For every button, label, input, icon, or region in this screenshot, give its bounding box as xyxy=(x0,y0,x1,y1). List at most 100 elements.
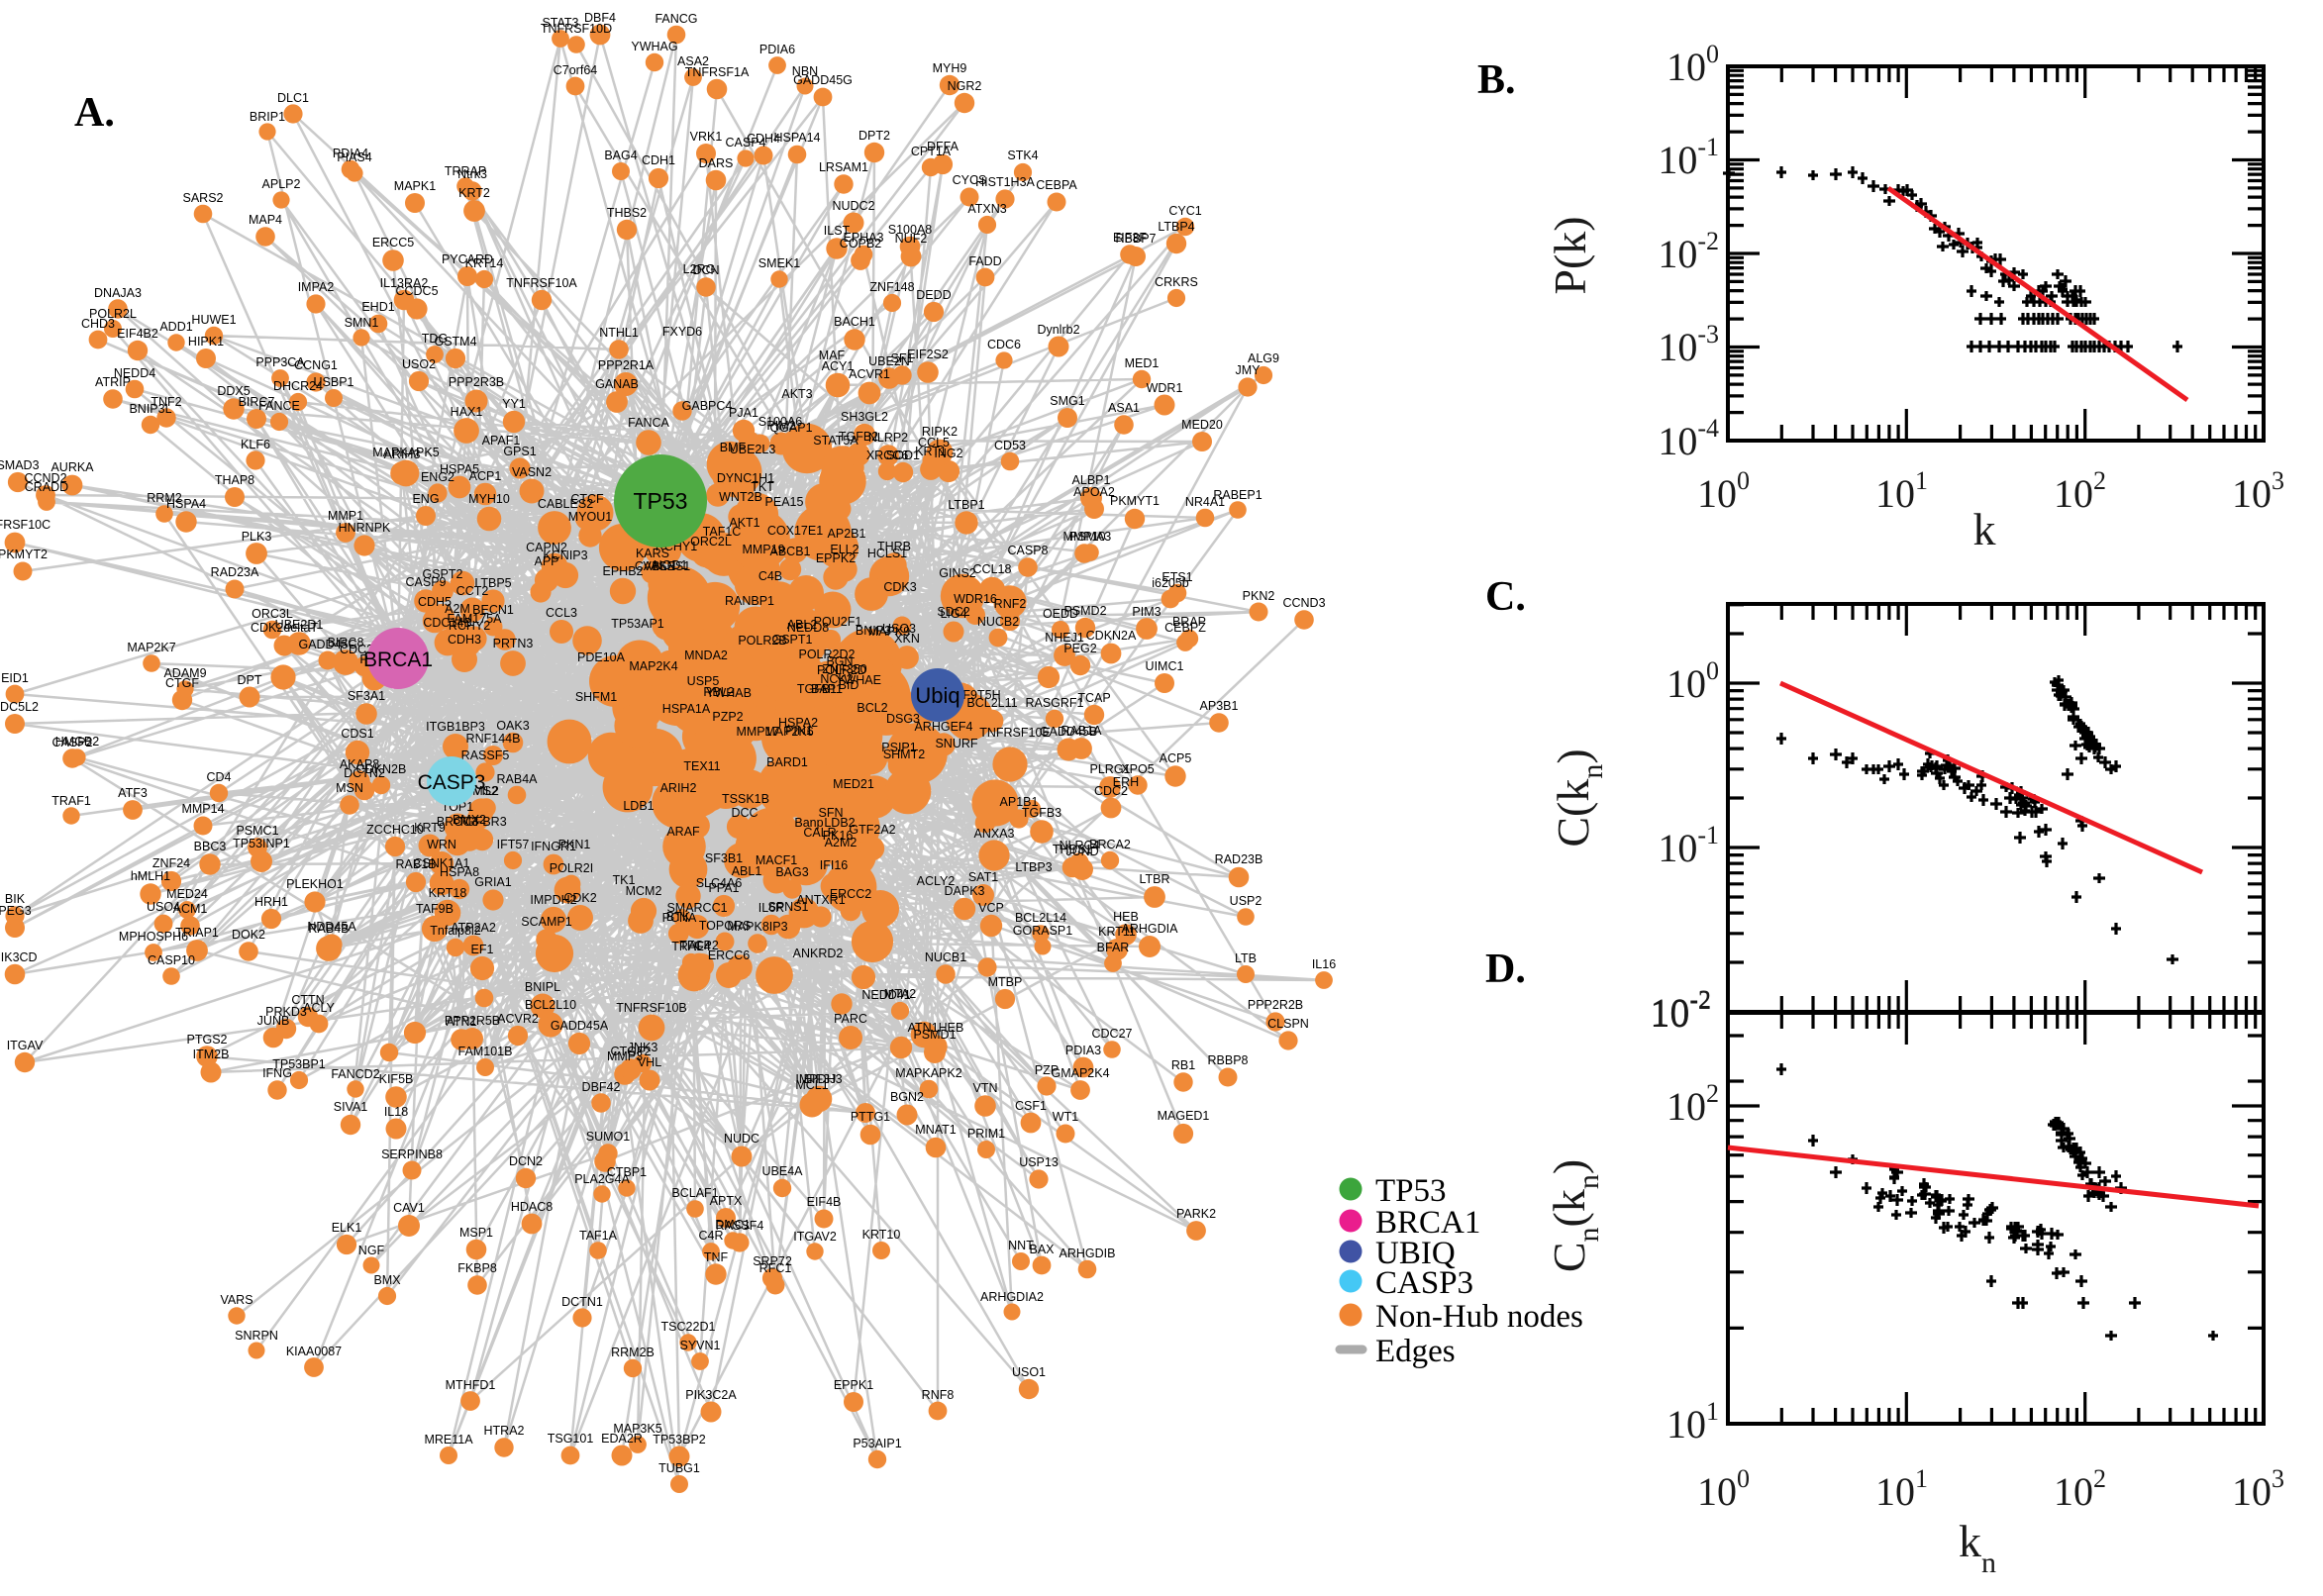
svg-text:BCL2L11: BCL2L11 xyxy=(966,696,1017,710)
svg-text:CDK2deltaT: CDK2deltaT xyxy=(251,621,318,635)
svg-text:DYNC1H1: DYNC1H1 xyxy=(717,471,774,485)
svg-text:ARHGDIA2: ARHGDIA2 xyxy=(980,1290,1044,1304)
svg-text:POU2F1: POU2F1 xyxy=(814,615,862,629)
svg-text:RNF2: RNF2 xyxy=(994,597,1027,611)
svg-text:ABL1: ABL1 xyxy=(732,864,762,878)
svg-text:TGFB2: TGFB2 xyxy=(839,430,878,444)
svg-text:TNFRSF10B: TNFRSF10B xyxy=(616,1001,687,1015)
svg-text:GRIA1: GRIA1 xyxy=(474,875,512,889)
svg-text:ACVR2: ACVR2 xyxy=(497,1012,539,1026)
svg-text:FANCD2: FANCD2 xyxy=(331,1067,379,1081)
svg-text:AURKA: AURKA xyxy=(50,460,94,474)
svg-text:PPP2R2B: PPP2R2B xyxy=(1248,998,1303,1012)
svg-text:PEG3: PEG3 xyxy=(0,904,32,918)
svg-text:TGFBR3: TGFBR3 xyxy=(457,815,506,829)
svg-text:KCNIP3: KCNIP3 xyxy=(543,549,587,562)
svg-text:ORC2L: ORC2L xyxy=(690,535,732,549)
svg-text:PRKD3: PRKD3 xyxy=(265,1005,307,1019)
svg-text:BIK: BIK xyxy=(5,892,26,906)
svg-text:EIF3J: EIF3J xyxy=(804,1072,837,1086)
svg-text:SDC2: SDC2 xyxy=(937,605,969,619)
svg-text:PLEKHO1: PLEKHO1 xyxy=(286,877,344,891)
svg-text:ANTXR1: ANTXR1 xyxy=(796,893,845,907)
svg-text:DPT2: DPT2 xyxy=(858,129,890,143)
svg-text:ADD1: ADD1 xyxy=(159,320,192,334)
svg-text:CTCF: CTCF xyxy=(570,492,604,506)
svg-text:EF1: EF1 xyxy=(471,943,494,956)
svg-text:STAT5A: STAT5A xyxy=(813,434,858,448)
svg-text:ITGAV: ITGAV xyxy=(7,1039,44,1052)
svg-text:MMP14: MMP14 xyxy=(181,802,224,816)
svg-text:MMP19: MMP19 xyxy=(742,543,784,556)
svg-text:HIPK1: HIPK1 xyxy=(188,335,224,349)
svg-text:BAG4: BAG4 xyxy=(604,149,637,162)
svg-text:XKN: XKN xyxy=(894,632,920,646)
svg-text:EPHB2: EPHB2 xyxy=(603,564,644,578)
svg-text:IL13RA2: IL13RA2 xyxy=(380,276,429,290)
svg-text:TGFB3: TGFB3 xyxy=(1022,806,1061,820)
svg-text:VARS: VARS xyxy=(220,1293,252,1307)
svg-text:MAGED1: MAGED1 xyxy=(1158,1109,1210,1123)
svg-text:OEDD: OEDD xyxy=(1043,607,1078,621)
svg-text:PARC: PARC xyxy=(834,1012,867,1026)
svg-text:COPB2: COPB2 xyxy=(840,237,881,250)
svg-text:CASP10: CASP10 xyxy=(148,953,195,967)
svg-text:THBS1: THBS1 xyxy=(1053,843,1092,856)
svg-text:EIF3F: EIF3F xyxy=(1113,231,1147,245)
svg-text:S100A6: S100A6 xyxy=(758,415,803,429)
svg-text:ACY1: ACY1 xyxy=(822,359,855,373)
svg-text:CDC2: CDC2 xyxy=(1094,784,1128,798)
svg-text:AKT1: AKT1 xyxy=(729,516,759,530)
svg-text:HTRA2: HTRA2 xyxy=(484,1424,525,1438)
svg-text:PIK3CD: PIK3CD xyxy=(0,950,38,964)
svg-text:MAP4: MAP4 xyxy=(249,213,282,227)
svg-text:ERCC6: ERCC6 xyxy=(708,948,750,962)
svg-text:GSPT1: GSPT1 xyxy=(772,633,813,647)
svg-text:HIST1H3A: HIST1H3A xyxy=(975,175,1035,189)
svg-text:BECN1: BECN1 xyxy=(472,603,514,617)
svg-text:CCND2: CCND2 xyxy=(24,471,66,485)
svg-text:MAP2K7: MAP2K7 xyxy=(127,641,175,654)
svg-text:ZNF148: ZNF148 xyxy=(869,280,914,294)
svg-text:PJA1: PJA1 xyxy=(729,406,758,420)
svg-text:IL16: IL16 xyxy=(1312,957,1336,971)
svg-text:VASN: VASN xyxy=(643,559,675,573)
svg-text:CDC6: CDC6 xyxy=(987,338,1021,351)
svg-text:RCHY2: RCHY2 xyxy=(449,619,490,633)
svg-text:MAPK1: MAPK1 xyxy=(394,179,436,193)
svg-text:SARS2: SARS2 xyxy=(183,191,224,205)
svg-text:BCL2L10: BCL2L10 xyxy=(525,998,576,1012)
svg-text:MAP2K6: MAP2K6 xyxy=(764,725,813,739)
svg-text:PRTN3: PRTN3 xyxy=(493,637,534,650)
svg-text:TRRAP: TRRAP xyxy=(445,164,486,178)
svg-text:Banp: Banp xyxy=(794,816,823,830)
svg-text:USO2: USO2 xyxy=(402,357,436,371)
svg-text:NDD45A: NDD45A xyxy=(307,920,356,934)
svg-text:NOD1: NOD1 xyxy=(654,558,688,572)
svg-text:PLK3: PLK3 xyxy=(242,530,272,544)
svg-text:GPS1: GPS1 xyxy=(503,445,536,458)
svg-text:ACP1: ACP1 xyxy=(469,469,502,483)
svg-text:PPP2R5B: PPP2R5B xyxy=(445,1014,500,1028)
svg-text:BIRC8: BIRC8 xyxy=(328,636,364,649)
svg-text:CDH5: CDH5 xyxy=(418,595,452,609)
svg-text:TUBG1: TUBG1 xyxy=(658,1461,700,1475)
svg-text:IFNG: IFNG xyxy=(262,1066,292,1080)
svg-text:ARHGEF4: ARHGEF4 xyxy=(914,720,972,734)
svg-text:SFN: SFN xyxy=(819,806,844,820)
svg-text:SMEK1: SMEK1 xyxy=(758,256,800,270)
svg-text:CABLES1: CABLES1 xyxy=(635,559,690,573)
svg-text:LRSAM1: LRSAM1 xyxy=(819,160,868,174)
svg-text:NTHL1: NTHL1 xyxy=(599,326,639,340)
svg-text:LTB: LTB xyxy=(1235,951,1257,965)
svg-text:SHMT2: SHMT2 xyxy=(883,748,925,761)
svg-text:RFC1: RFC1 xyxy=(759,1261,792,1275)
svg-text:HNRNPK: HNRNPK xyxy=(339,521,391,535)
svg-text:HUWE1: HUWE1 xyxy=(191,313,236,327)
svg-text:DSG3: DSG3 xyxy=(886,712,920,726)
svg-text:PZP: PZP xyxy=(1035,1063,1059,1077)
svg-text:MSN: MSN xyxy=(336,781,363,795)
svg-text:RBL2: RBL2 xyxy=(703,685,734,699)
svg-text:Tnfaip8l2: Tnfaip8l2 xyxy=(430,924,480,938)
svg-text:ACLY2: ACLY2 xyxy=(917,874,956,888)
